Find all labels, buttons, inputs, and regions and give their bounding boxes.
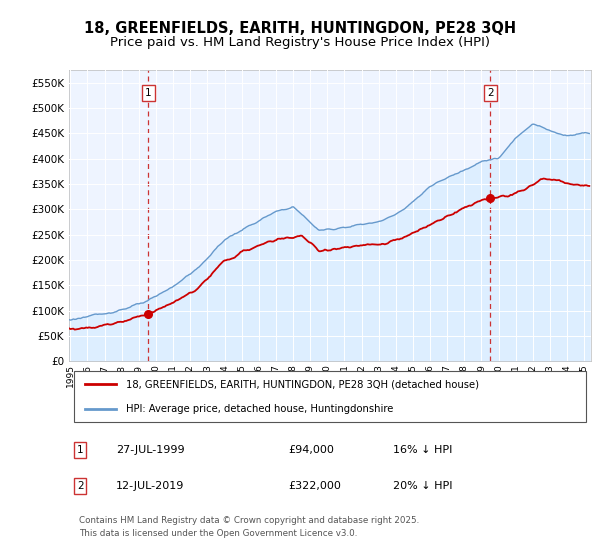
Text: 12-JUL-2019: 12-JUL-2019 [116, 480, 184, 491]
Text: £322,000: £322,000 [288, 480, 341, 491]
Text: 18, GREENFIELDS, EARITH, HUNTINGDON, PE28 3QH: 18, GREENFIELDS, EARITH, HUNTINGDON, PE2… [84, 21, 516, 36]
Text: 2: 2 [77, 480, 83, 491]
Text: 27-JUL-1999: 27-JUL-1999 [116, 445, 185, 455]
Text: 18, GREENFIELDS, EARITH, HUNTINGDON, PE28 3QH (detached house): 18, GREENFIELDS, EARITH, HUNTINGDON, PE2… [127, 379, 479, 389]
Text: Contains HM Land Registry data © Crown copyright and database right 2025.
This d: Contains HM Land Registry data © Crown c… [79, 516, 419, 538]
Text: 2: 2 [487, 88, 494, 98]
Text: £94,000: £94,000 [288, 445, 334, 455]
Text: 20% ↓ HPI: 20% ↓ HPI [392, 480, 452, 491]
Text: 1: 1 [77, 445, 83, 455]
Text: Price paid vs. HM Land Registry's House Price Index (HPI): Price paid vs. HM Land Registry's House … [110, 36, 490, 49]
Text: 1: 1 [145, 88, 151, 98]
Text: 16% ↓ HPI: 16% ↓ HPI [392, 445, 452, 455]
Text: HPI: Average price, detached house, Huntingdonshire: HPI: Average price, detached house, Hunt… [127, 404, 394, 414]
FancyBboxPatch shape [74, 371, 586, 422]
